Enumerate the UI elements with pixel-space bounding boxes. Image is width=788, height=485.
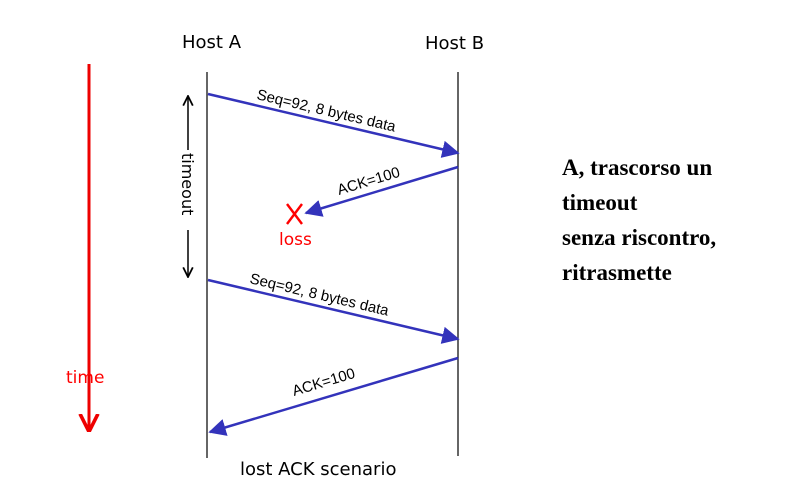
loss-x-icon [286, 203, 303, 225]
time-label: time [66, 368, 104, 388]
message-ack100-lost-arrow [304, 165, 459, 217]
timeout-label-bg [178, 150, 198, 230]
timeout-label: timeout [178, 153, 197, 215]
message-seq92-retransmit-arrow [207, 278, 460, 344]
note-line: senza riscontro, [562, 225, 717, 250]
message-seq92-first-arrow [207, 92, 460, 158]
host-b-label: Host B [425, 33, 484, 54]
host-a-label: Host A [182, 32, 242, 53]
note-line: A, trascorso un [562, 155, 713, 180]
note-line: ritrasmette [562, 260, 672, 285]
message-ack100-delivered-label: ACK=100 [290, 365, 357, 400]
explanation-note: A, trascorso un timeout senza riscontro,… [562, 150, 777, 290]
loss-label: loss [279, 230, 312, 250]
note-line: timeout [562, 190, 638, 215]
diagram-caption: lost ACK scenario [240, 459, 396, 480]
message-ack100-delivered-arrow [208, 356, 459, 436]
